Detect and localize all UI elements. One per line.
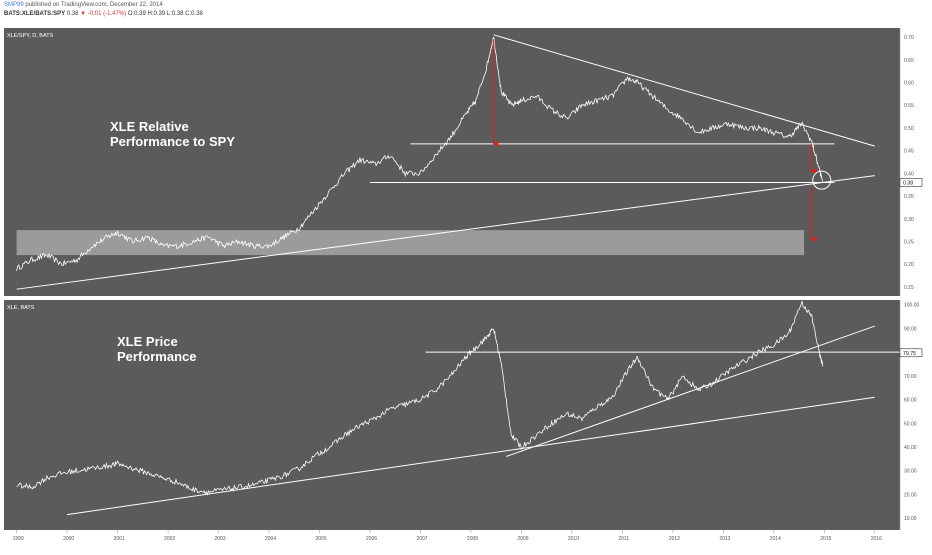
y-tick-label: 90.00 xyxy=(904,326,917,332)
highlight-circle xyxy=(812,170,832,190)
y-tick-label: 0.70 xyxy=(904,35,914,41)
pane-separator xyxy=(4,296,928,300)
x-tick-label: 2012 xyxy=(669,536,680,542)
pane-background xyxy=(4,28,900,296)
x-tick-label: 2016 xyxy=(871,536,882,542)
pane-label: XLE/SPY, D, BATS xyxy=(7,33,54,39)
price-series-line xyxy=(16,36,824,271)
x-tick-label: 2003 xyxy=(215,536,226,542)
y-tick-label: 0.65 xyxy=(904,58,914,64)
price-series-line xyxy=(16,300,824,496)
x-tick-label: 2008 xyxy=(467,536,478,542)
last-value-label: 79.75 xyxy=(903,351,916,357)
last-value-tag xyxy=(899,348,923,358)
x-tick-label: 1999 xyxy=(13,536,24,542)
x-tick-label: 2005 xyxy=(315,536,326,542)
y-tick-label: 0.30 xyxy=(904,217,914,223)
price-axis xyxy=(900,300,928,530)
x-tick-label: 2006 xyxy=(366,536,377,542)
x-tick-label: 2011 xyxy=(618,536,629,542)
chart-title-line-2: Performance xyxy=(117,349,196,364)
ohlc-values: O:0.39 H:0.39 L:0.38 C:0.38 xyxy=(127,11,203,17)
pane-label: XLE, BATS xyxy=(7,305,35,311)
trendline xyxy=(16,175,875,290)
x-tick-label: 2015 xyxy=(820,536,831,542)
chart-title-line-1: XLE Relative xyxy=(110,119,189,134)
y-tick-label: 40.00 xyxy=(904,445,917,451)
y-tick-label: 0.20 xyxy=(904,262,914,268)
quote-line: BATS:XLE/BATS:SPY 0.38 ▼ -0.01 (-1.47%) … xyxy=(4,11,203,17)
y-tick-label: 100.00 xyxy=(904,303,920,309)
last-price: 0.38 xyxy=(66,11,79,17)
y-tick-label: 0.15 xyxy=(904,285,914,291)
chart-area[interactable]: 0.70 0.65 0.60 0.55 0.50 0.45 0.40 0.35 0.30 0.25… xyxy=(0,24,932,550)
y-tick-label: 0.60 xyxy=(904,81,914,87)
y-tick-label: 60.00 xyxy=(904,398,917,404)
down-triangle-icon: ▼ xyxy=(80,11,87,17)
x-tick-label: 2001 xyxy=(114,536,125,542)
trendline xyxy=(67,396,875,516)
y-tick-label: 20.00 xyxy=(904,492,917,498)
pane-1: 0.70 0.65 0.60 0.55 0.50 0.45 0.40 0.35 0.30 0.25… xyxy=(4,28,928,296)
chart-svg[interactable]: 0.70 0.65 0.60 0.55 0.50 0.45 0.40 0.35 0.30 0.25… xyxy=(0,24,932,550)
y-tick-label: 0.55 xyxy=(904,103,914,109)
time-axis xyxy=(4,530,900,550)
publisher-line: SMP99 published on TradingView.com, Dece… xyxy=(4,2,163,8)
y-tick-label: 0.45 xyxy=(904,149,914,155)
chart-title-line-2: Performance to SPY xyxy=(110,134,235,149)
x-tick-label: 2007 xyxy=(416,536,427,542)
symbol-name: BATS:XLE/BATS:SPY xyxy=(4,11,66,17)
y-tick-label: 30.00 xyxy=(904,469,917,475)
publisher-user-link[interactable]: SMP99 xyxy=(4,2,24,8)
price-change: -0.01 (-1.47%) xyxy=(87,11,127,17)
chart-header: SMP99 published on TradingView.com, Dece… xyxy=(0,0,932,24)
price-axis xyxy=(900,28,928,296)
x-tick-label: 2010 xyxy=(568,536,579,542)
x-tick-label: 2014 xyxy=(770,536,781,542)
y-tick-label: 70.00 xyxy=(904,374,917,380)
y-tick-label: 0.35 xyxy=(904,194,914,200)
y-tick-label: 10.00 xyxy=(904,516,917,522)
y-tick-label: 0.25 xyxy=(904,239,914,245)
y-tick-label: 0.50 xyxy=(904,126,914,132)
y-tick-label: 0.40 xyxy=(904,171,914,177)
pane-2: 100.0090.0080.0070.0060.0050.0040.0030.0… xyxy=(4,300,928,530)
y-tick-label: 50.00 xyxy=(904,421,917,427)
x-tick-label: 2004 xyxy=(265,536,276,542)
x-tick-label: 2009 xyxy=(517,536,528,542)
last-value-tag xyxy=(899,178,923,187)
downtrend-line xyxy=(493,34,875,147)
trendline xyxy=(506,325,875,457)
support-zone xyxy=(16,230,805,256)
last-value-label: 0.38 xyxy=(903,180,913,186)
x-tick-label: 2000 xyxy=(63,536,74,542)
publisher-text: published on TradingView.com, December 2… xyxy=(25,2,163,8)
x-tick-label: 2013 xyxy=(719,536,730,542)
chart-title-line-1: XLE Price xyxy=(117,334,178,349)
x-tick-label: 2002 xyxy=(164,536,175,542)
